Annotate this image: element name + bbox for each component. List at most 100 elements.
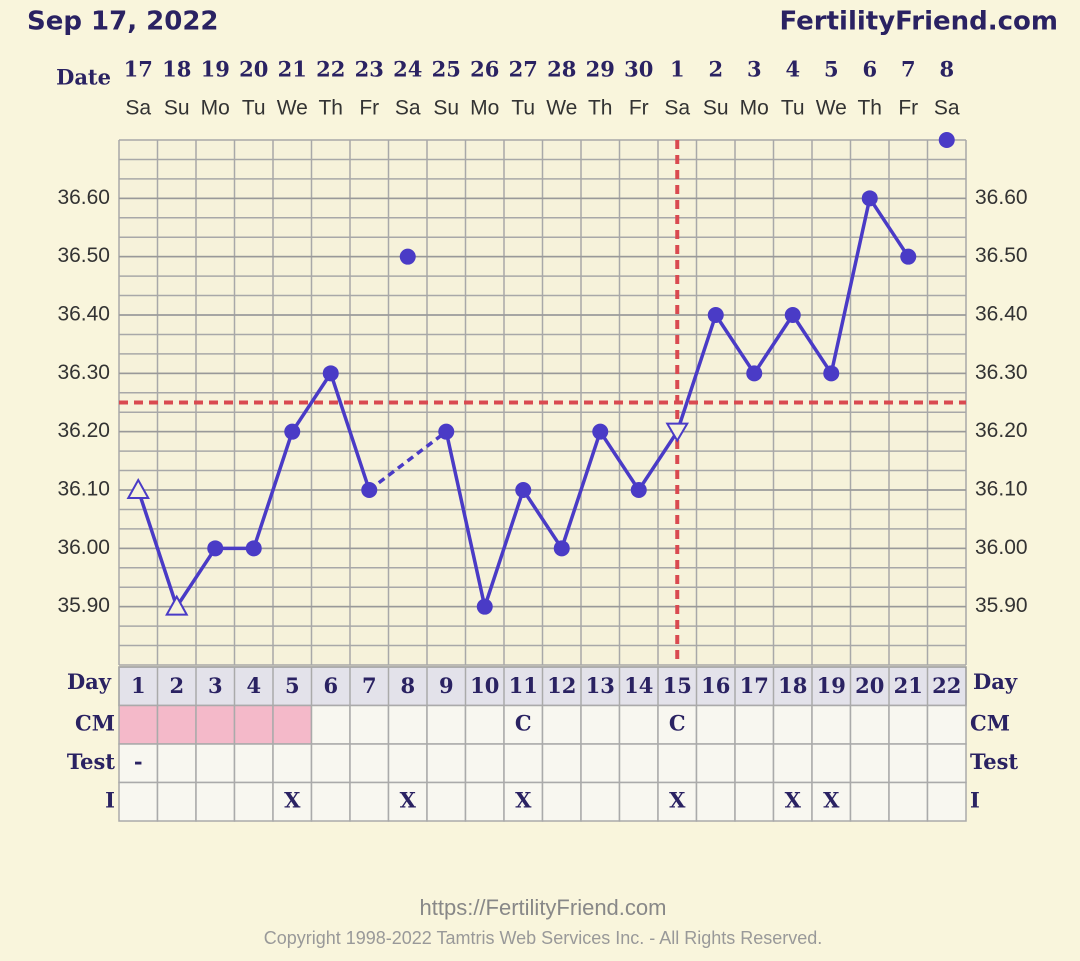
weekday: Tu (242, 97, 266, 120)
date-number: 7 (901, 57, 916, 82)
temp-point (438, 423, 455, 440)
table-cell (118, 704, 159, 745)
row-label-right: Test (970, 749, 1018, 774)
table-cell (772, 704, 813, 745)
temp-line (752, 314, 795, 375)
table-cell (503, 743, 544, 784)
table-cell (541, 704, 582, 745)
table-cell (156, 743, 197, 784)
temp-line (252, 431, 294, 549)
table-cell (387, 704, 428, 745)
day-number: 13 (586, 673, 615, 698)
date-number: 29 (586, 57, 615, 82)
day-number: 17 (740, 673, 769, 698)
weekday: Th (588, 97, 613, 120)
cell-text: - (134, 749, 143, 774)
temp-point (207, 540, 224, 557)
table-cell (849, 704, 890, 745)
temp-point (515, 482, 532, 498)
table-cell (657, 704, 698, 745)
day-number: 3 (208, 673, 223, 698)
temp-point (165, 594, 189, 616)
table-cell (811, 743, 852, 784)
date-number: 19 (201, 57, 230, 82)
table-cell (734, 781, 775, 822)
date-number: 28 (547, 57, 576, 82)
day-number: 1 (131, 673, 146, 698)
weekday: Sa (125, 97, 151, 120)
y-tick-label-right: 36.20 (975, 419, 1028, 442)
temp-point (938, 132, 955, 148)
day-number: 14 (624, 673, 653, 698)
temp-line (791, 314, 833, 375)
table-cell (118, 743, 159, 784)
temp-line (829, 197, 872, 374)
date-number: 18 (162, 57, 191, 82)
date-number: 30 (624, 57, 653, 82)
weekday: Sa (395, 97, 421, 120)
weekday: Th (318, 97, 343, 120)
date-number: 5 (824, 57, 839, 82)
cell-text: X (785, 787, 802, 812)
row-label-right: I (970, 787, 980, 812)
temp-point (322, 365, 339, 382)
day-number: 7 (362, 673, 377, 698)
y-tick-label: 36.40 (57, 303, 110, 326)
date-number: 2 (708, 57, 723, 82)
date-number: 8 (939, 57, 954, 82)
table-cell (734, 704, 775, 745)
site-name: FertilityFriend.com (779, 7, 1058, 37)
date-number: 24 (393, 57, 422, 82)
temp-point (900, 248, 917, 265)
y-tick-label-right: 36.60 (975, 186, 1028, 209)
temp-line (329, 372, 371, 491)
day-number: 9 (439, 673, 454, 698)
weekday: Mo (470, 97, 499, 120)
table-cell (464, 704, 505, 745)
row-label: I (105, 787, 115, 812)
temp-point (630, 482, 647, 498)
table-cell (387, 743, 428, 784)
weekday: Sa (664, 97, 690, 120)
table-cell (849, 781, 890, 822)
temp-point (399, 248, 416, 265)
date-number: 21 (278, 57, 307, 82)
table-cell (580, 743, 621, 784)
table-cell (580, 781, 621, 822)
temp-line (136, 489, 179, 608)
date-number: 6 (862, 57, 877, 82)
y-tick-label-right: 36.50 (975, 244, 1028, 267)
table-cell (618, 781, 659, 822)
table-cell (695, 743, 736, 784)
row-label-right: Day (973, 669, 1018, 694)
temp-point (361, 482, 378, 498)
temp-line (444, 431, 487, 608)
table-cell (541, 781, 582, 822)
table-cell (926, 704, 967, 745)
table-cell (310, 743, 351, 784)
temp-line (868, 197, 910, 258)
temp-point (861, 190, 878, 207)
weekday: We (277, 97, 308, 120)
temp-point (245, 540, 262, 557)
weekday: Mo (201, 97, 230, 120)
row-label: CM (75, 710, 115, 735)
table-cell (503, 781, 544, 822)
day-number: 20 (855, 673, 884, 698)
day-number: 5 (285, 673, 300, 698)
y-tick-label-right: 36.00 (975, 536, 1028, 559)
temp-line (290, 372, 333, 433)
day-number: 19 (817, 673, 846, 698)
y-tick-label: 36.10 (57, 478, 110, 501)
table-cell (695, 704, 736, 745)
y-tick-label: 35.90 (57, 594, 110, 617)
temp-point (746, 365, 763, 382)
date-number: 27 (509, 57, 538, 82)
table-cell (156, 781, 197, 822)
temp-line (714, 314, 756, 375)
day-number: 6 (323, 673, 338, 698)
temp-point (707, 307, 724, 323)
temp-point (553, 540, 570, 557)
weekday: Fr (629, 97, 649, 120)
